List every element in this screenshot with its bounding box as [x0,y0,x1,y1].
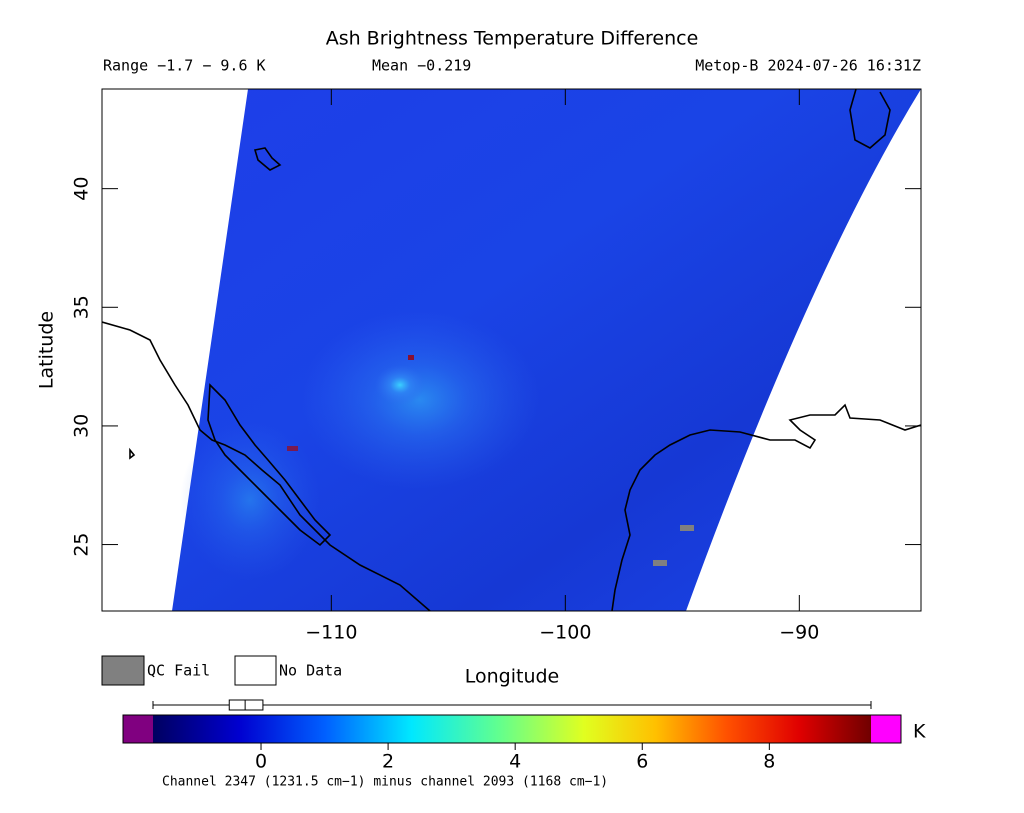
y-axis-label: Latitude [36,311,58,389]
under-range [123,715,153,743]
colorbar-tick-label: 6 [636,751,648,773]
hot-pixel [408,355,414,360]
no-data-swatch [234,655,277,686]
qc-pixel [653,560,667,566]
over-range [871,715,901,743]
x-tick-label: −90 [779,622,819,644]
x-tick-label: −110 [305,622,357,644]
map-frame [101,88,922,612]
warm-area [180,420,320,580]
colorbar [153,715,871,743]
range: Range −1.7 − 9.6 K [103,57,266,75]
source: Metop-B 2024-07-26 16:31Z [695,57,921,75]
warm-area [300,310,540,490]
no-data-label: No Data [279,662,342,680]
colorbar-tick-label: 4 [509,751,521,773]
qc-fail-swatch [101,655,145,686]
footer: Channel 2347 (1231.5 cm−1) minus channel… [162,775,608,790]
coastlines [102,89,921,611]
title: Ash Brightness Temperature Difference [326,28,699,50]
y-tick-label: 25 [71,532,93,556]
y-tick-label: 30 [71,414,93,438]
swath [172,89,921,611]
hot-pixel [287,446,298,451]
y-tick-label: 35 [71,295,93,319]
map-content [102,89,921,611]
colorbar-tick-label: 2 [382,751,394,773]
axes: −110 −100 −90 25 30 35 40 [71,89,921,644]
colorbar-frame [122,714,902,744]
y-tick-label: 40 [71,177,93,201]
x-axis-label: Longitude [465,666,560,688]
warm-spot [375,365,425,405]
qc-pixel [680,525,694,531]
colorbar-unit: K [913,721,926,743]
colorbar-tick-label: 0 [255,751,267,773]
qc-fail-label: QC Fail [147,662,210,680]
x-tick-label: −100 [539,622,591,644]
box [228,699,264,711]
colorbar-axis: 0 2 4 6 8 [152,699,872,773]
mean: Mean −0.219 [372,57,471,75]
colorbar-tick-label: 8 [763,751,775,773]
